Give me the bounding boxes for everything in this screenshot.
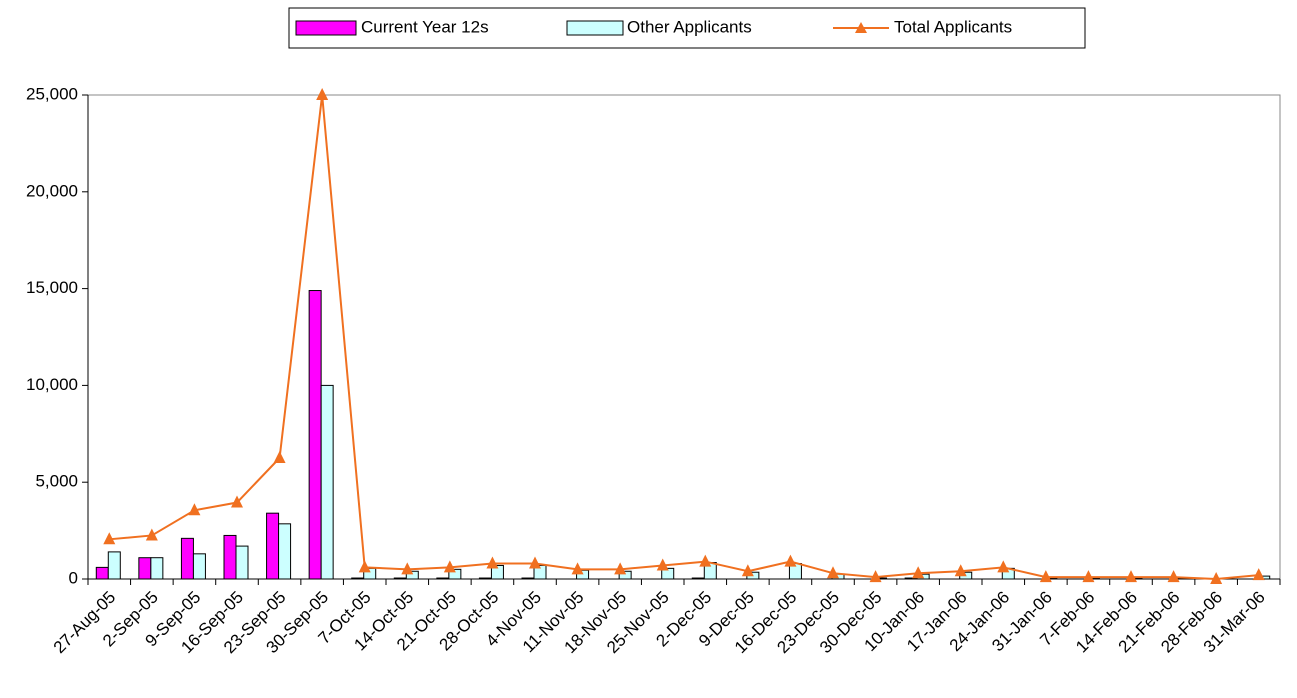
legend-label: Total Applicants — [894, 17, 1012, 36]
marker — [1252, 568, 1265, 581]
bar — [618, 570, 632, 580]
marker — [1167, 570, 1180, 583]
y-tick-label: 0 — [69, 568, 78, 587]
bar — [107, 551, 121, 580]
marker — [145, 528, 158, 541]
legend-swatch — [855, 22, 867, 33]
line — [109, 94, 1259, 581]
bar — [490, 564, 504, 580]
marker — [699, 554, 712, 567]
y-tick-label: 25,000 — [26, 84, 78, 103]
marker — [741, 564, 754, 577]
marker — [316, 88, 329, 100]
marker — [571, 562, 584, 575]
marker — [614, 562, 627, 575]
bar — [308, 290, 322, 580]
marker — [954, 564, 967, 577]
bar — [661, 567, 675, 580]
marker — [188, 503, 201, 516]
bar — [478, 577, 492, 580]
marker — [997, 560, 1010, 573]
marker — [869, 570, 882, 583]
marker — [1082, 570, 1095, 583]
marker — [443, 560, 456, 573]
bar — [351, 577, 365, 580]
marker — [912, 566, 925, 579]
y-tick-label: 5,000 — [35, 472, 78, 491]
bar — [180, 537, 194, 580]
bar — [223, 534, 237, 580]
plot-area — [87, 94, 1281, 580]
legend-label: Current Year 12s — [361, 17, 489, 36]
y-tick-label: 15,000 — [26, 278, 78, 297]
bar — [521, 577, 535, 580]
marker — [273, 451, 286, 463]
marker — [529, 556, 541, 569]
bar — [150, 557, 164, 580]
marker — [401, 562, 414, 575]
bar — [235, 545, 249, 580]
legend-label: Other Applicants — [627, 17, 752, 36]
legend-box — [288, 7, 1086, 49]
marker — [1210, 572, 1223, 584]
marker — [784, 554, 797, 567]
y-tick-label: 20,000 — [26, 181, 78, 200]
marker — [231, 495, 243, 508]
legend-swatch — [566, 20, 624, 36]
bar — [691, 577, 705, 580]
bar — [266, 512, 280, 580]
bar — [436, 577, 450, 580]
marker — [656, 558, 669, 571]
y-tick-label: 10,000 — [26, 375, 78, 394]
bar — [448, 568, 462, 580]
marker — [103, 532, 116, 545]
marker — [827, 566, 839, 579]
bar — [320, 384, 334, 580]
bar — [278, 523, 292, 580]
bar — [533, 564, 547, 580]
marker — [1039, 570, 1052, 583]
bar — [192, 553, 206, 580]
bar — [405, 570, 419, 580]
marker — [358, 560, 371, 573]
legend-swatch — [295, 20, 357, 36]
bar — [95, 566, 109, 580]
marker — [486, 556, 499, 569]
marker — [1125, 570, 1137, 583]
bar — [393, 577, 407, 580]
bar — [138, 557, 152, 580]
